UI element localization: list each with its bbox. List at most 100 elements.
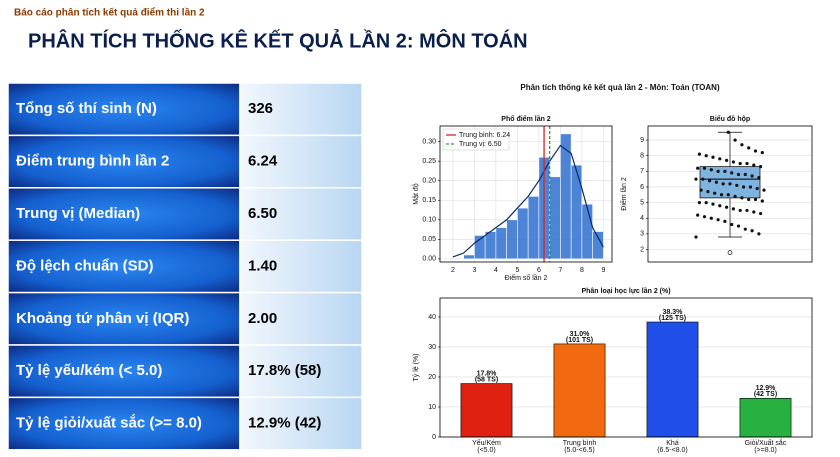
x-tick-label: 5 [515, 267, 519, 274]
point [730, 171, 734, 175]
row-label: Tỷ lệ giỏi/xuất sắc (>= 8.0) [16, 414, 202, 432]
x-tick-label: 8 [580, 267, 584, 274]
y-tick-label: 20 [428, 374, 436, 381]
y-tick-label: 30 [428, 344, 436, 351]
y-tick-label: 0.25 [422, 158, 436, 165]
point [743, 227, 747, 231]
y-tick-label: 0.00 [422, 256, 436, 263]
point [694, 177, 698, 181]
point [714, 180, 719, 184]
point [750, 174, 754, 178]
point [699, 188, 703, 192]
row-value: 326 [248, 100, 273, 117]
point [733, 138, 737, 142]
point [760, 150, 764, 155]
point [742, 185, 746, 189]
value-cell [239, 134, 363, 189]
x-tick-note: (5.0-<6.5) [564, 447, 595, 454]
y-tick-label: 3 [640, 231, 644, 238]
point [753, 149, 758, 153]
point [736, 172, 741, 177]
value-cell [239, 187, 363, 241]
point [755, 186, 759, 191]
x-tick-label: 4 [494, 267, 498, 274]
histogram-bar [570, 164, 583, 260]
value-label: 12.9% [756, 385, 777, 392]
x-tick-label: 7 [558, 267, 562, 274]
legend [442, 128, 510, 151]
bar [460, 383, 513, 438]
row-label: Điểm trung bình lần 2 [16, 153, 169, 170]
charts: 0.00 0.05 0.10 0.15 0.20 0.25 0.30 2 3 4 5 6 7 8 9 Trun… [413, 114, 813, 454]
point [747, 146, 751, 150]
value-cell [239, 396, 363, 451]
y-tick-label: 0.20 [422, 178, 436, 185]
label-cell [7, 396, 241, 451]
point [696, 213, 700, 217]
histogram-bar [484, 231, 497, 260]
point [709, 168, 713, 172]
point [711, 155, 715, 159]
point [713, 191, 717, 195]
histogram-bar [517, 207, 529, 260]
axes-frame [439, 125, 613, 263]
kde-line [452, 144, 604, 258]
row-label: Tổng số thí sinh (N) [16, 100, 157, 117]
y-tick-label: 8 [640, 153, 644, 160]
count-label: (42 TS) [754, 391, 777, 398]
point [696, 166, 700, 170]
point [719, 193, 724, 197]
point [762, 188, 766, 192]
row-label: Tỷ lệ yếu/kém (< 5.0) [16, 362, 162, 379]
point [709, 216, 713, 220]
point [738, 161, 742, 166]
point [708, 179, 712, 183]
y-axis-label: Tỷ lệ (%) [413, 354, 420, 382]
point [697, 152, 702, 156]
value-label: 31.0% [570, 331, 591, 338]
x-tick-label: Khá [666, 440, 679, 447]
point [735, 183, 739, 188]
point [701, 177, 705, 181]
row-value: 6.50 [248, 205, 277, 222]
point [743, 172, 747, 177]
x-tick-label: 9 [601, 267, 605, 274]
row-value: 6.24 [248, 153, 278, 170]
x-tick-note: (>=8.0) [754, 447, 777, 454]
point [740, 196, 744, 200]
point [728, 182, 732, 186]
x-tick-label: Yếu/Kém [472, 438, 501, 447]
row-value: 12.9% (42) [248, 415, 321, 432]
count-label: (101 TS) [566, 337, 593, 344]
count-label: (58 TS) [475, 376, 498, 383]
x-tick-label: Giỏi/Xuất sắc [745, 438, 787, 447]
point [718, 157, 722, 161]
label-cell [7, 82, 241, 137]
x-tick-note: (6.5-<8.0) [657, 447, 688, 454]
point [725, 158, 729, 162]
histogram-bar [495, 227, 507, 260]
y-tick-label: 2 [640, 246, 644, 253]
y-axis-label: Điểm lần 2 [619, 177, 628, 211]
point [704, 200, 708, 205]
y-tick-label: 6 [640, 184, 644, 191]
value-label: 38.3% [663, 309, 684, 316]
legend-label: Trung bình: 6.24 [459, 132, 510, 139]
histogram-bar [549, 176, 561, 260]
value-label: 17.8% [477, 370, 498, 377]
value-cell [239, 82, 363, 137]
y-tick-label: 7 [640, 168, 644, 175]
point [702, 215, 707, 219]
row-label: Khoảng tứ phân vị (IQR) [16, 310, 189, 327]
x-tick-label: 6 [537, 267, 541, 274]
point [716, 169, 720, 173]
point [731, 160, 736, 164]
title: PHÂN TÍCH THỐNG KÊ KẾT QUẢ LẦN 2: MÔN TO… [28, 28, 528, 52]
y-axis-label: Mật độ [413, 183, 420, 205]
point [723, 169, 727, 173]
point [706, 190, 710, 194]
histogram-bar [506, 219, 518, 260]
bar [739, 397, 792, 438]
point [738, 208, 742, 213]
value-cell [239, 291, 363, 346]
